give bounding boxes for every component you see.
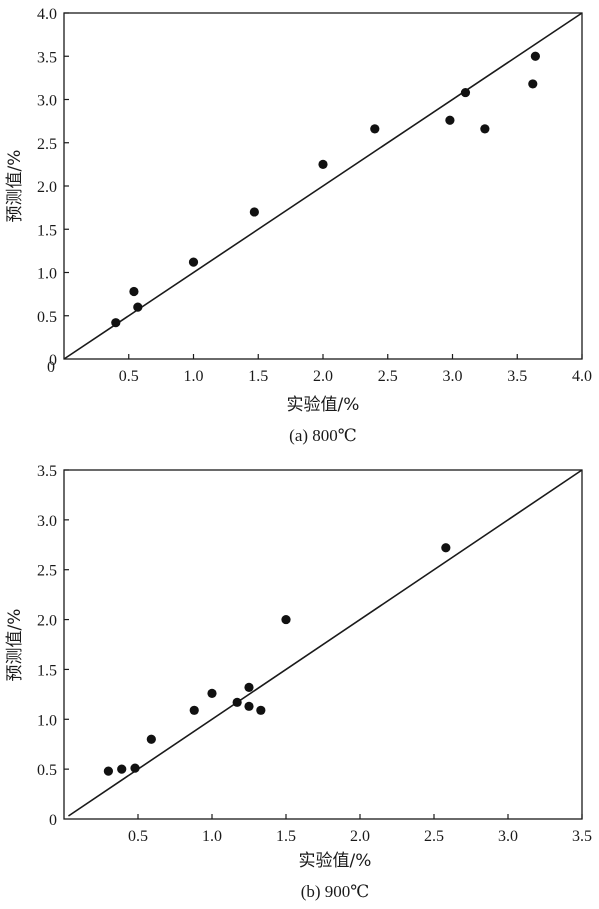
x-tick-label: 0.5 bbox=[128, 828, 148, 845]
data-point bbox=[528, 79, 538, 89]
data-point bbox=[117, 764, 127, 774]
x-axis-title: 实验值/% bbox=[299, 851, 372, 871]
x-tick-label: 0.5 bbox=[119, 368, 139, 385]
chart-panel-900c: 0.5 1.0 1.5 2.0 2.5 3.0 3.5 0 0.5 1.0 1.5 2.0 2.5 3.… bbox=[5, 463, 592, 901]
reference-line bbox=[63, 12, 583, 360]
data-point bbox=[189, 705, 199, 715]
y-axis-ticks: 0 0.5 1.0 1.5 2.0 2.5 3.0 3.5 4.0 bbox=[37, 6, 69, 369]
chart-panel-800c: 0.5 1.0 1.5 2.0 2.5 3.0 3.5 4.0 0 0.5 1.0 1.5 2.0 2.… bbox=[5, 6, 592, 445]
reference-line bbox=[67, 469, 583, 817]
y-tick-label: 2.0 bbox=[37, 613, 57, 630]
x-tick-label: 1.5 bbox=[276, 828, 296, 845]
data-point bbox=[244, 682, 254, 692]
y-tick-label: 2.5 bbox=[37, 136, 57, 153]
x-tick-label: 2.0 bbox=[350, 828, 370, 845]
data-point bbox=[244, 701, 254, 711]
data-point bbox=[460, 87, 471, 98]
data-point bbox=[133, 302, 143, 312]
y-tick-label: 3.0 bbox=[37, 93, 57, 110]
data-point bbox=[530, 51, 540, 61]
y-tick-label: 2.0 bbox=[37, 179, 57, 196]
x-tick-label: 2.5 bbox=[424, 828, 444, 845]
x-tick-label: 3.0 bbox=[498, 828, 518, 845]
y-tick-label: 0.5 bbox=[37, 762, 57, 779]
data-point bbox=[249, 207, 259, 217]
y-axis-ticks: 0 0.5 1.0 1.5 2.0 2.5 3.0 3.5 bbox=[37, 463, 69, 829]
x-tick-label: 3.5 bbox=[572, 828, 592, 845]
y-tick-label: 0 bbox=[49, 812, 57, 829]
y-tick-label: 3.5 bbox=[37, 463, 57, 480]
data-point bbox=[129, 286, 139, 297]
y-tick-label: 1.0 bbox=[37, 712, 57, 729]
data-point bbox=[256, 705, 266, 715]
y-tick-label: 1.5 bbox=[37, 662, 57, 679]
data-point bbox=[480, 124, 490, 134]
y-tick-label: 2.5 bbox=[37, 563, 57, 580]
y-tick-label: 0.5 bbox=[37, 309, 57, 326]
data-points bbox=[103, 543, 451, 776]
data-point bbox=[318, 159, 328, 169]
data-point bbox=[103, 766, 113, 776]
data-point bbox=[232, 697, 242, 707]
data-point bbox=[111, 318, 121, 328]
data-point bbox=[441, 543, 451, 553]
data-point bbox=[281, 614, 291, 625]
chart-caption: (a) 800℃ bbox=[289, 426, 357, 445]
data-point bbox=[130, 763, 140, 773]
x-axis-title: 实验值/% bbox=[287, 395, 360, 415]
plot-frame bbox=[63, 469, 583, 820]
chart-caption: (b) 900℃ bbox=[301, 882, 370, 901]
y-tick-label: 1.5 bbox=[37, 222, 57, 239]
axis-origin-label: 0 bbox=[47, 359, 55, 376]
x-axis-ticks: 0.5 1.0 1.5 2.0 2.5 3.0 3.5 4.0 bbox=[119, 354, 592, 385]
y-axis-title: 预测值/% bbox=[5, 150, 25, 223]
x-axis-ticks: 0.5 1.0 1.5 2.0 2.5 3.0 3.5 bbox=[128, 814, 592, 845]
data-point bbox=[445, 115, 455, 125]
x-tick-label: 1.0 bbox=[184, 368, 204, 385]
data-point bbox=[370, 124, 380, 134]
data-points bbox=[111, 51, 540, 328]
x-tick-label: 3.0 bbox=[443, 368, 463, 385]
data-point bbox=[207, 688, 217, 698]
y-tick-label: 3.5 bbox=[37, 49, 57, 66]
y-tick-label: 0 bbox=[49, 352, 57, 369]
x-tick-label: 3.5 bbox=[507, 368, 527, 385]
y-tick-label: 3.0 bbox=[37, 513, 57, 530]
y-tick-label: 1.0 bbox=[37, 266, 57, 283]
x-tick-label: 2.0 bbox=[313, 368, 333, 385]
x-tick-label: 2.5 bbox=[378, 368, 398, 385]
x-tick-label: 4.0 bbox=[572, 368, 592, 385]
y-axis-title: 预测值/% bbox=[5, 609, 25, 682]
x-tick-label: 1.5 bbox=[248, 368, 268, 385]
data-point bbox=[188, 257, 199, 267]
data-point bbox=[146, 734, 156, 744]
x-tick-label: 1.0 bbox=[202, 828, 222, 845]
y-tick-label: 4.0 bbox=[37, 6, 57, 23]
